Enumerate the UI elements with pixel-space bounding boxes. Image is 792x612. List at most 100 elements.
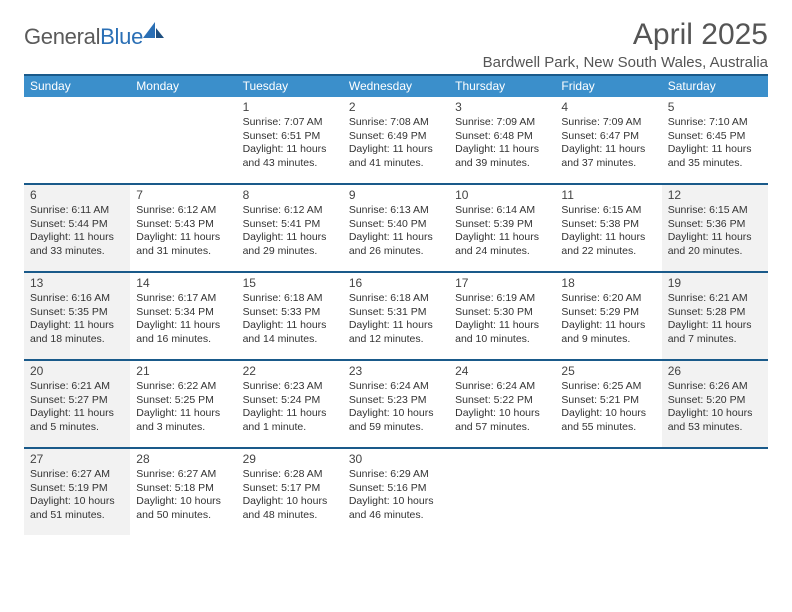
day-entry: Sunrise: 6:25 AMSunset: 5:21 PMDaylight:…	[561, 380, 655, 435]
sunrise-line: Sunrise: 6:27 AM	[136, 468, 230, 482]
daylight-line: Daylight: 11 hours	[30, 319, 124, 333]
daylight-line: Daylight: 10 hours	[30, 495, 124, 509]
daylight-line: Daylight: 10 hours	[349, 495, 443, 509]
day-number: 3	[455, 100, 549, 114]
day-cell: 20Sunrise: 6:21 AMSunset: 5:27 PMDayligh…	[24, 361, 130, 447]
day-entry: Sunrise: 6:18 AMSunset: 5:33 PMDaylight:…	[243, 292, 337, 347]
weekday-header: Wednesday	[343, 76, 449, 97]
sunrise-line: Sunrise: 6:15 AM	[668, 204, 762, 218]
daylight-line: Daylight: 11 hours	[243, 231, 337, 245]
day-cell: 16Sunrise: 6:18 AMSunset: 5:31 PMDayligh…	[343, 273, 449, 359]
day-cell: 14Sunrise: 6:17 AMSunset: 5:34 PMDayligh…	[130, 273, 236, 359]
daylight-line: Daylight: 11 hours	[668, 231, 762, 245]
daylight-line: Daylight: 10 hours	[455, 407, 549, 421]
sunrise-line: Sunrise: 7:09 AM	[455, 116, 549, 130]
day-cell: 11Sunrise: 6:15 AMSunset: 5:38 PMDayligh…	[555, 185, 661, 271]
sunrise-line: Sunrise: 6:25 AM	[561, 380, 655, 394]
day-number: 16	[349, 276, 443, 290]
daylight-line: and 35 minutes.	[668, 157, 762, 171]
sunset-line: Sunset: 5:35 PM	[30, 306, 124, 320]
daylight-line: Daylight: 10 hours	[349, 407, 443, 421]
brand-sail-icon	[143, 22, 165, 45]
daylight-line: and 39 minutes.	[455, 157, 549, 171]
day-cell	[555, 449, 661, 535]
day-number: 20	[30, 364, 124, 378]
day-entry: Sunrise: 6:26 AMSunset: 5:20 PMDaylight:…	[668, 380, 762, 435]
daylight-line: and 48 minutes.	[243, 509, 337, 523]
day-entry: Sunrise: 6:13 AMSunset: 5:40 PMDaylight:…	[349, 204, 443, 259]
day-entry: Sunrise: 6:22 AMSunset: 5:25 PMDaylight:…	[136, 380, 230, 435]
day-entry: Sunrise: 6:24 AMSunset: 5:22 PMDaylight:…	[455, 380, 549, 435]
weekday-header: Tuesday	[237, 76, 343, 97]
sunset-line: Sunset: 5:36 PM	[668, 218, 762, 232]
sunrise-line: Sunrise: 6:11 AM	[30, 204, 124, 218]
week-row: 1Sunrise: 7:07 AMSunset: 6:51 PMDaylight…	[24, 97, 768, 185]
daylight-line: Daylight: 11 hours	[349, 319, 443, 333]
daylight-line: and 7 minutes.	[668, 333, 762, 347]
daylight-line: Daylight: 11 hours	[561, 143, 655, 157]
sunrise-line: Sunrise: 6:14 AM	[455, 204, 549, 218]
daylight-line: and 29 minutes.	[243, 245, 337, 259]
weekday-header: Thursday	[449, 76, 555, 97]
day-entry: Sunrise: 6:24 AMSunset: 5:23 PMDaylight:…	[349, 380, 443, 435]
weekday-header-row: Sunday Monday Tuesday Wednesday Thursday…	[24, 76, 768, 97]
sunrise-line: Sunrise: 6:23 AM	[243, 380, 337, 394]
daylight-line: and 37 minutes.	[561, 157, 655, 171]
day-cell: 29Sunrise: 6:28 AMSunset: 5:17 PMDayligh…	[237, 449, 343, 535]
day-entry: Sunrise: 6:14 AMSunset: 5:39 PMDaylight:…	[455, 204, 549, 259]
daylight-line: and 57 minutes.	[455, 421, 549, 435]
daylight-line: and 33 minutes.	[30, 245, 124, 259]
daylight-line: Daylight: 11 hours	[136, 231, 230, 245]
sunset-line: Sunset: 5:19 PM	[30, 482, 124, 496]
daylight-line: Daylight: 11 hours	[30, 231, 124, 245]
day-number: 2	[349, 100, 443, 114]
day-cell: 12Sunrise: 6:15 AMSunset: 5:36 PMDayligh…	[662, 185, 768, 271]
daylight-line: and 53 minutes.	[668, 421, 762, 435]
day-entry: Sunrise: 6:27 AMSunset: 5:19 PMDaylight:…	[30, 468, 124, 523]
sunrise-line: Sunrise: 7:10 AM	[668, 116, 762, 130]
sunrise-line: Sunrise: 6:21 AM	[30, 380, 124, 394]
daylight-line: Daylight: 11 hours	[243, 143, 337, 157]
sunrise-line: Sunrise: 6:12 AM	[136, 204, 230, 218]
day-number: 14	[136, 276, 230, 290]
day-entry: Sunrise: 6:19 AMSunset: 5:30 PMDaylight:…	[455, 292, 549, 347]
week-row: 13Sunrise: 6:16 AMSunset: 5:35 PMDayligh…	[24, 273, 768, 361]
day-cell: 25Sunrise: 6:25 AMSunset: 5:21 PMDayligh…	[555, 361, 661, 447]
brand-text: GeneralBlue	[24, 24, 143, 50]
daylight-line: Daylight: 11 hours	[455, 231, 549, 245]
day-cell: 15Sunrise: 6:18 AMSunset: 5:33 PMDayligh…	[237, 273, 343, 359]
daylight-line: Daylight: 11 hours	[668, 143, 762, 157]
day-number: 24	[455, 364, 549, 378]
day-cell: 26 Sunrise: 6:26 AMSunset: 5:20 PMDayligh…	[662, 361, 768, 447]
day-number: 10	[455, 188, 549, 202]
day-cell: 8Sunrise: 6:12 AMSunset: 5:41 PMDaylight…	[237, 185, 343, 271]
sunset-line: Sunset: 5:27 PM	[30, 394, 124, 408]
day-cell: 6Sunrise: 6:11 AMSunset: 5:44 PMDaylight…	[24, 185, 130, 271]
day-number: 13	[30, 276, 124, 290]
daylight-line: Daylight: 11 hours	[243, 407, 337, 421]
sunset-line: Sunset: 5:34 PM	[136, 306, 230, 320]
day-number: 7	[136, 188, 230, 202]
header: GeneralBlue April 2025 Bardwell Park, Ne…	[24, 18, 768, 71]
sunrise-line: Sunrise: 6:20 AM	[561, 292, 655, 306]
day-number: 26	[668, 364, 762, 378]
daylight-line: and 10 minutes.	[455, 333, 549, 347]
day-entry: Sunrise: 6:12 AMSunset: 5:43 PMDaylight:…	[136, 204, 230, 259]
day-entry: Sunrise: 7:08 AMSunset: 6:49 PMDaylight:…	[349, 116, 443, 171]
day-number: 28	[136, 452, 230, 466]
day-number: 23	[349, 364, 443, 378]
daylight-line: Daylight: 11 hours	[243, 319, 337, 333]
sunset-line: Sunset: 5:33 PM	[243, 306, 337, 320]
daylight-line: Daylight: 11 hours	[455, 143, 549, 157]
daylight-line: Daylight: 11 hours	[455, 319, 549, 333]
daylight-line: Daylight: 11 hours	[561, 231, 655, 245]
sunset-line: Sunset: 6:48 PM	[455, 130, 549, 144]
sunset-line: Sunset: 5:44 PM	[30, 218, 124, 232]
sunrise-line: Sunrise: 7:09 AM	[561, 116, 655, 130]
sunrise-line: Sunrise: 6:17 AM	[136, 292, 230, 306]
sunset-line: Sunset: 5:28 PM	[668, 306, 762, 320]
sunset-line: Sunset: 6:47 PM	[561, 130, 655, 144]
sunset-line: Sunset: 5:40 PM	[349, 218, 443, 232]
sunrise-line: Sunrise: 6:26 AM	[668, 380, 762, 394]
sunset-line: Sunset: 5:29 PM	[561, 306, 655, 320]
